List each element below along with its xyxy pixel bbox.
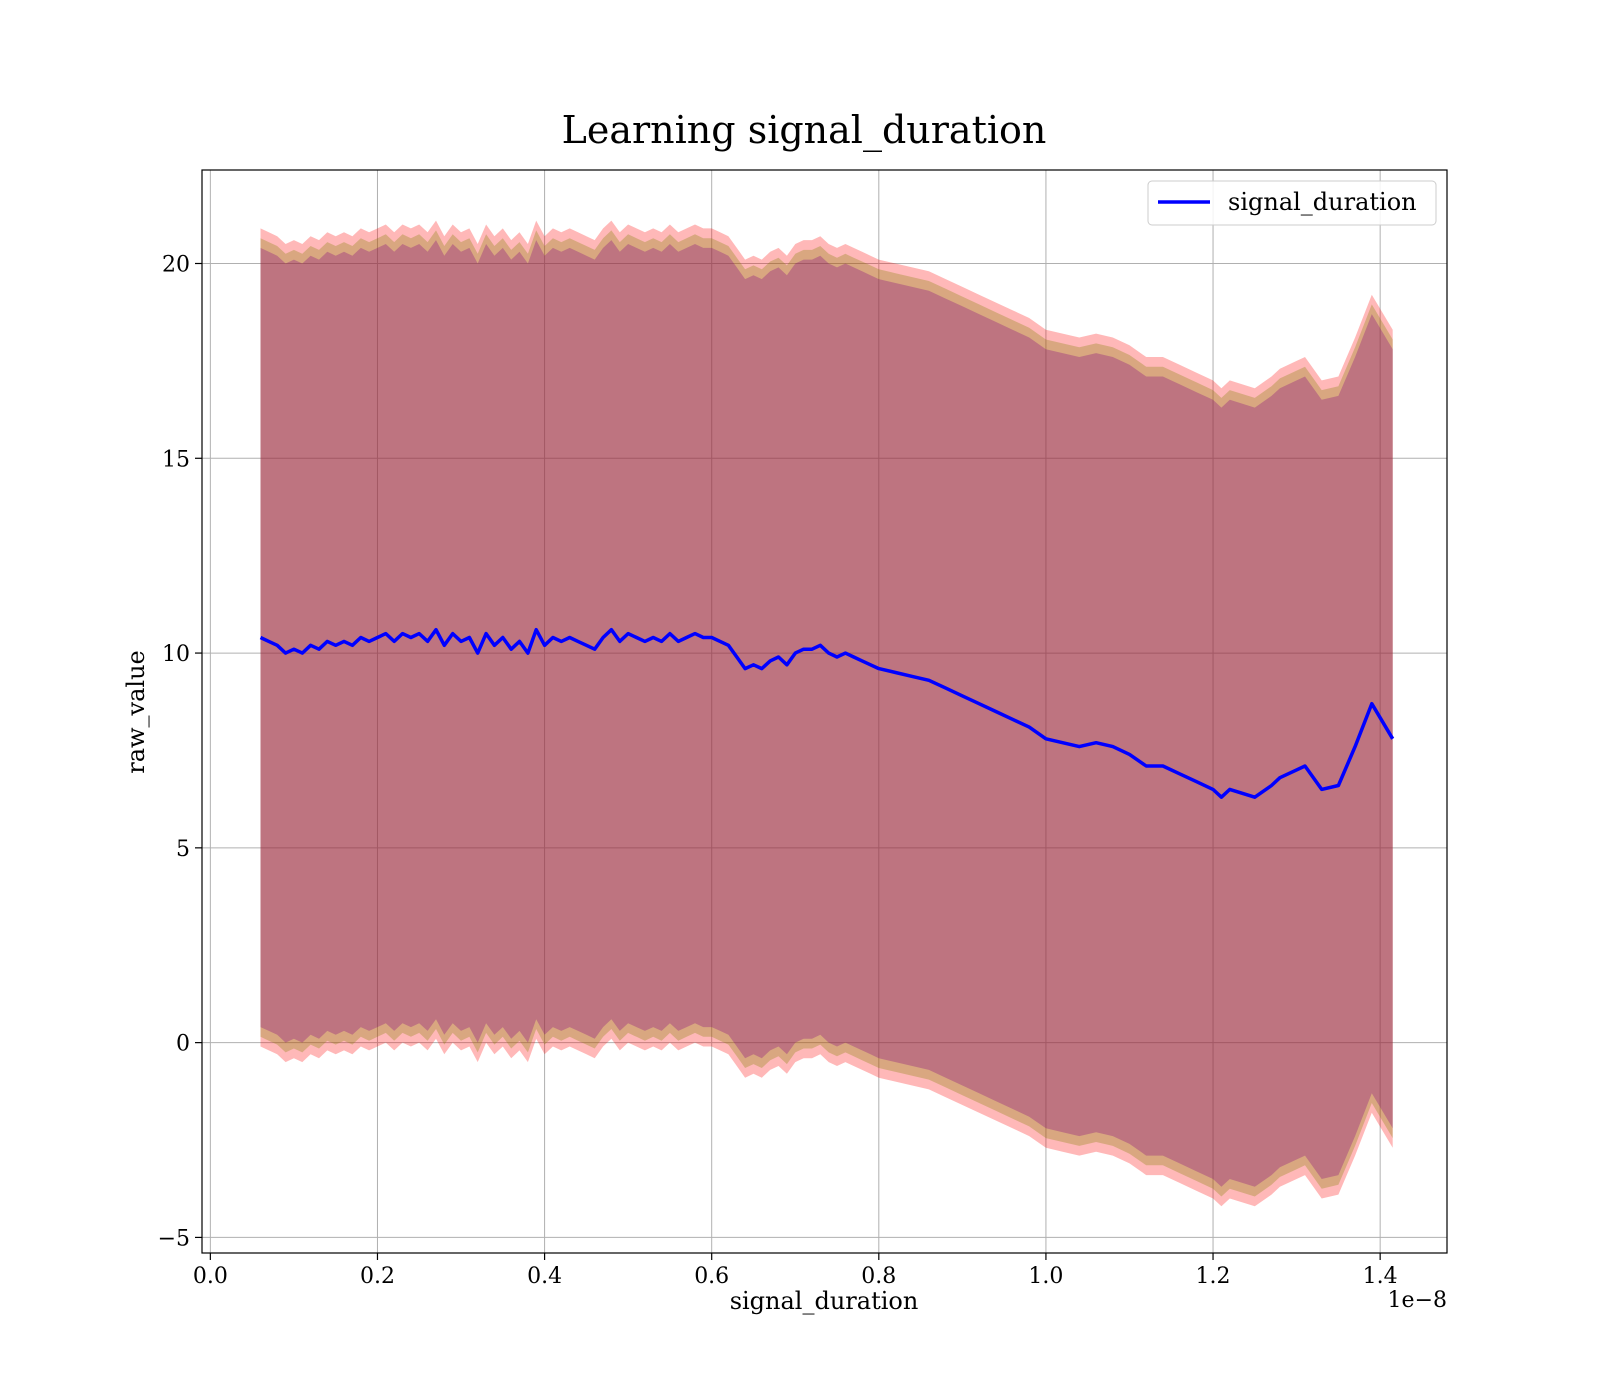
legend: signal_duration	[1147, 180, 1437, 226]
x-tick-label-3: 0.6	[694, 1264, 729, 1289]
y-tick-label-1: 0	[176, 1032, 190, 1057]
y-tick-label-3: 10	[162, 642, 190, 667]
y-axis-ticks: −5 0 5 10 15 20	[158, 252, 202, 1251]
x-axis-label: signal_duration	[730, 1287, 919, 1315]
y-tick-label-5: 20	[162, 252, 190, 277]
x-tick-label-1: 0.2	[360, 1264, 395, 1289]
y-tick-label-0: −5	[158, 1226, 190, 1251]
x-tick-label-4: 0.8	[861, 1264, 896, 1289]
x-tick-label-6: 1.2	[1196, 1264, 1231, 1289]
series-line-0	[259, 627, 1395, 799]
y-tick-label-2: 5	[176, 837, 190, 862]
x-axis-offset-label: 1e−8	[1388, 1288, 1447, 1313]
grid	[202, 170, 1447, 1253]
legend-entry-label: signal_duration	[1228, 188, 1417, 216]
legend-box	[1147, 180, 1437, 226]
y-tick-label-4: 15	[162, 447, 190, 472]
x-tick-label-5: 1.0	[1028, 1264, 1063, 1289]
uncertainty-band-2	[260, 240, 1393, 1187]
chart-title: Learning signal_duration	[562, 108, 1047, 153]
plot-frame	[201, 169, 1448, 1254]
y-axis-label: raw_value	[122, 650, 150, 774]
x-tick-label-0: 0.0	[193, 1264, 228, 1289]
x-tick-label-2: 0.4	[527, 1264, 562, 1289]
uncertainty-band-0	[260, 220, 1393, 1207]
series-lines	[259, 627, 1395, 799]
uncertainty-band-1	[260, 230, 1393, 1197]
uncertainty-bands	[260, 220, 1393, 1207]
x-axis-ticks: 0.0 0.2 0.4 0.6 0.8 1.0 1.2 1.4	[193, 1253, 1398, 1289]
x-tick-label-7: 1.4	[1363, 1264, 1398, 1289]
